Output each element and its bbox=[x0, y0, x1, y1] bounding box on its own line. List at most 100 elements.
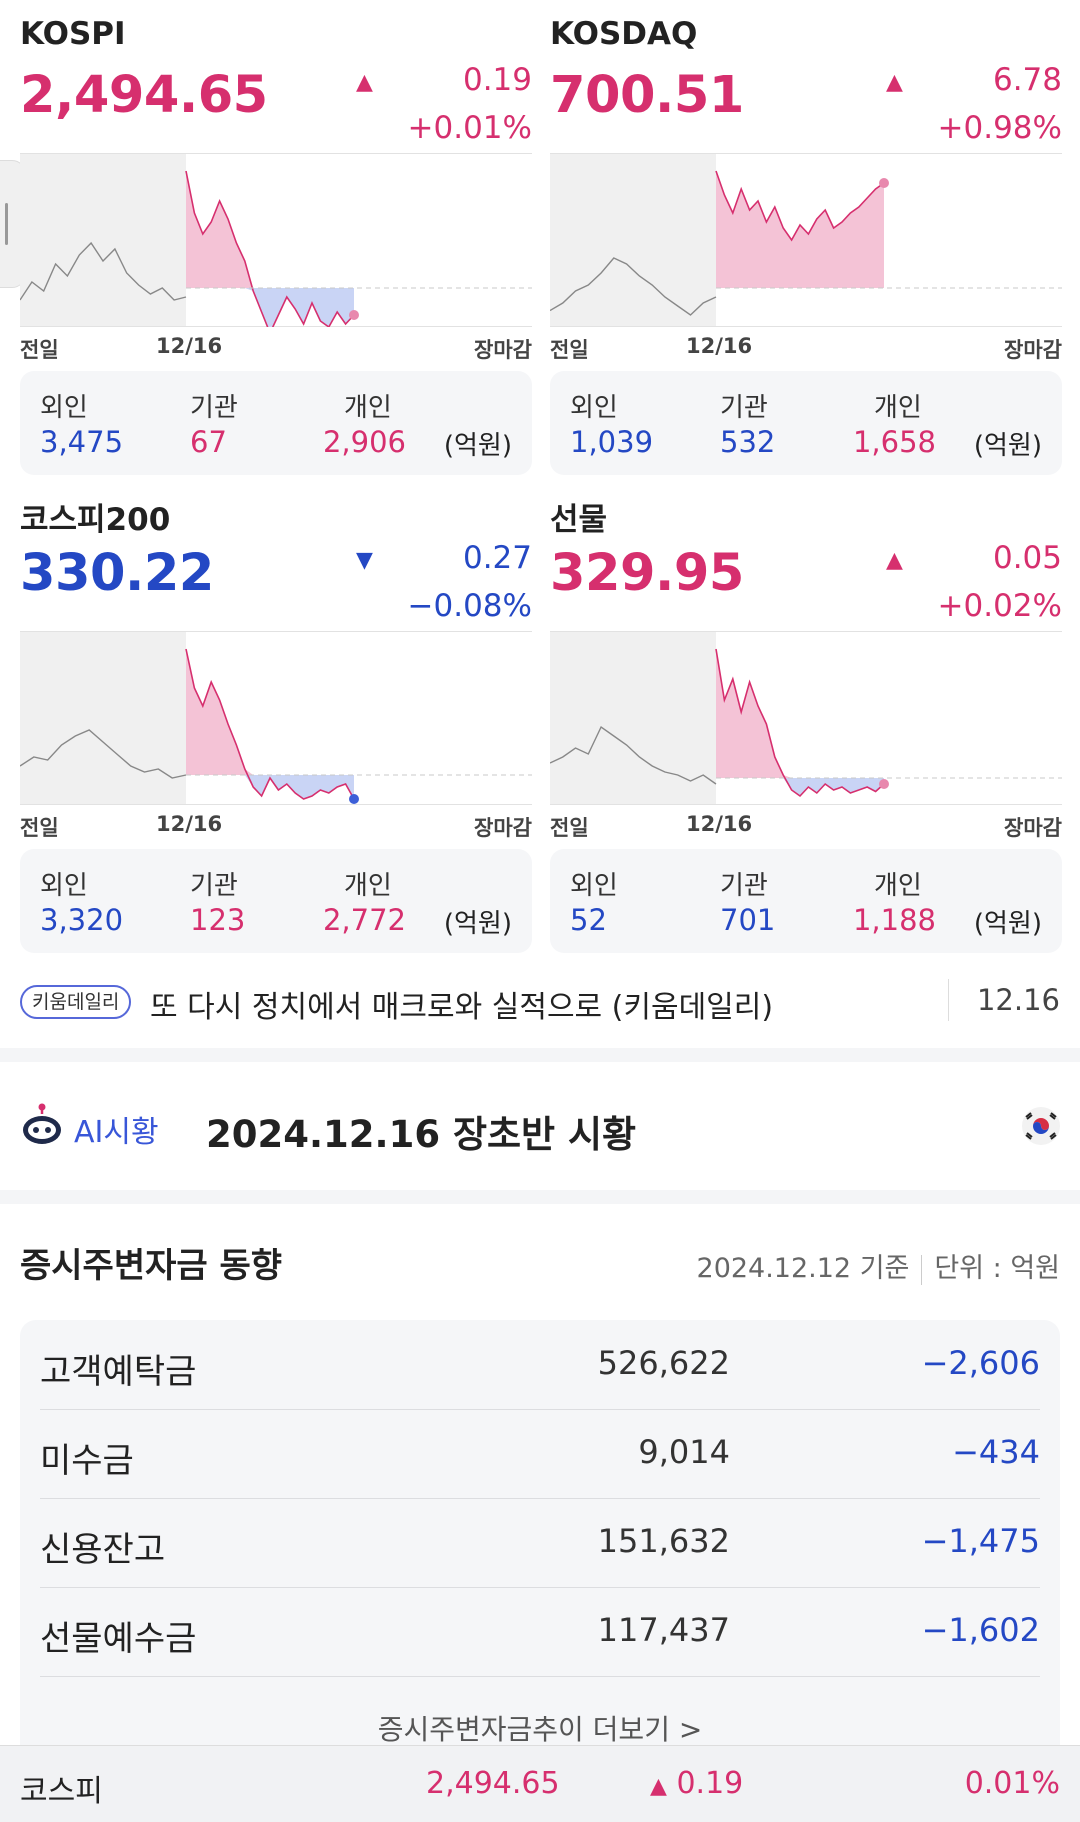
intraday-line bbox=[185, 648, 355, 800]
intraday-line bbox=[715, 648, 885, 798]
table-row: 신용잔고 151,632 −1,475 bbox=[40, 1498, 1040, 1588]
previous-day-line bbox=[20, 241, 187, 301]
unit-label: 단위 : 억원 bbox=[934, 1253, 1060, 1284]
up-arrow-icon: ▲ bbox=[886, 548, 903, 573]
institution-value: 123 bbox=[190, 903, 246, 937]
divider bbox=[948, 979, 949, 1021]
institution-value: 532 bbox=[720, 425, 776, 459]
foreign-label: 외인 bbox=[570, 393, 618, 423]
section-title: 증시주변자금 동향 bbox=[20, 1246, 283, 1286]
investor-flow-box: 외인 3,320 기관 123 개인 2,772 (억원) bbox=[20, 849, 532, 953]
news-headline[interactable]: 또 다시 정치에서 매크로와 실적으로 (키움데일리) bbox=[150, 990, 774, 1025]
previous-day-area bbox=[550, 631, 716, 805]
axis-label-close: 장마감 bbox=[1004, 816, 1062, 840]
institution-value: 701 bbox=[720, 903, 776, 937]
intraday-line bbox=[715, 170, 885, 242]
axis-label-date: 12/16 bbox=[686, 334, 753, 358]
unit-label: (억원) bbox=[973, 909, 1042, 939]
table-row: 미수금 9,014 −434 bbox=[40, 1409, 1040, 1499]
down-arrow-icon: ▼ bbox=[356, 548, 373, 573]
robot-icon bbox=[23, 1103, 61, 1144]
axis-label-prev: 전일 bbox=[550, 338, 589, 362]
foreign-label: 외인 bbox=[570, 871, 618, 901]
index-price: 2,494.65 bbox=[20, 66, 268, 125]
index-card-kosdaq[interactable]: KOSDAQ 700.51 ▲ 6.78 +0.98% 전일 12/16 장마감… bbox=[550, 0, 1062, 475]
loss-area bbox=[186, 775, 354, 799]
axis-label-prev: 전일 bbox=[20, 338, 59, 362]
index-card-kospi[interactable]: KOSPI 2,494.65 ▲ 0.19 +0.01% 전일 12/16 장마… bbox=[20, 0, 532, 475]
index-card-kospi200[interactable]: 코스피200 330.22 ▼ 0.27 −0.08% 전일 12/16 장마감… bbox=[20, 478, 532, 953]
gain-area bbox=[716, 649, 884, 778]
table-row: 선물예수금 117,437 −1,602 bbox=[40, 1587, 1040, 1677]
intraday-chart[interactable] bbox=[550, 153, 1062, 327]
unit-label: (억원) bbox=[443, 431, 512, 461]
index-change-percent: +0.01% bbox=[407, 110, 532, 146]
current-point bbox=[349, 310, 359, 320]
index-change-percent: −0.08% bbox=[407, 588, 532, 624]
previous-day-area bbox=[20, 153, 186, 327]
individual-value: 2,906 bbox=[322, 425, 406, 459]
axis-label-date: 12/16 bbox=[156, 812, 223, 836]
index-name: KOSPI bbox=[20, 16, 126, 52]
investor-flow-box: 외인 3,475 기관 67 개인 2,906 (억원) bbox=[20, 371, 532, 475]
investor-flow-box: 외인 1,039 기관 532 개인 1,658 (억원) bbox=[550, 371, 1062, 475]
ai-market-summary[interactable]: AI시황 2024.12.16 장초반 시황 bbox=[0, 1085, 1080, 1173]
individual-label: 개인 bbox=[874, 393, 922, 423]
foreign-label: 외인 bbox=[40, 393, 88, 423]
bottom-index-name: 코스피 bbox=[20, 1774, 103, 1809]
index-name: 코스피200 bbox=[20, 502, 171, 538]
individual-value: 2,772 bbox=[322, 903, 406, 937]
unit-label: (억원) bbox=[443, 909, 512, 939]
previous-day-line bbox=[550, 257, 717, 316]
index-change: 0.27 bbox=[462, 540, 532, 576]
index-change-percent: +0.98% bbox=[937, 110, 1062, 146]
funds-table: 고객예탁금 526,622 −2,606 미수금 9,014 −434 신용잔고… bbox=[20, 1320, 1060, 1760]
institution-value: 67 bbox=[190, 425, 227, 459]
as-of-date: 2024.12.12 기준 bbox=[696, 1253, 910, 1284]
institution-label: 기관 bbox=[190, 393, 238, 423]
axis-label-date: 12/16 bbox=[686, 812, 753, 836]
intraday-line bbox=[185, 170, 355, 327]
korea-flag-icon bbox=[1022, 1107, 1060, 1145]
previous-day-line bbox=[20, 729, 187, 779]
previous-day-line bbox=[550, 725, 717, 785]
index-grid: KOSPI 2,494.65 ▲ 0.19 +0.01% 전일 12/16 장마… bbox=[20, 0, 1062, 953]
bottom-index-bar[interactable]: 코스피 2,494.65 ▲ 0.19 0.01% bbox=[0, 1745, 1080, 1822]
index-price: 330.22 bbox=[20, 544, 214, 603]
investor-flow-box: 외인 52 기관 701 개인 1,188 (억원) bbox=[550, 849, 1062, 953]
index-change-percent: +0.02% bbox=[937, 588, 1062, 624]
axis-label-date: 12/16 bbox=[156, 334, 223, 358]
up-arrow-icon: ▲ bbox=[356, 70, 373, 95]
foreign-value: 3,475 bbox=[40, 425, 124, 459]
index-name: KOSDAQ bbox=[550, 16, 698, 52]
foreign-value: 52 bbox=[570, 903, 607, 937]
individual-label: 개인 bbox=[344, 393, 392, 423]
bottom-index-price: 2,494.65 bbox=[426, 1766, 560, 1801]
current-point bbox=[349, 794, 359, 804]
current-point bbox=[879, 178, 889, 188]
grip-icon bbox=[5, 203, 8, 245]
foreign-label: 외인 bbox=[40, 871, 88, 901]
intraday-chart[interactable] bbox=[20, 153, 532, 327]
index-card-futures[interactable]: 선물 329.95 ▲ 0.05 +0.02% 전일 12/16 장마감 외인 … bbox=[550, 478, 1062, 953]
axis-label-prev: 전일 bbox=[550, 816, 589, 840]
ai-label: AI시황 bbox=[74, 1115, 159, 1150]
intraday-chart[interactable] bbox=[550, 631, 1062, 805]
news-source-badge: 키움데일리 bbox=[20, 985, 132, 1019]
index-name: 선물 bbox=[550, 502, 608, 538]
current-point bbox=[879, 779, 889, 789]
intraday-chart[interactable] bbox=[20, 631, 532, 805]
axis-label-close: 장마감 bbox=[474, 338, 532, 362]
gain-area bbox=[716, 171, 884, 288]
index-change: 6.78 bbox=[992, 62, 1062, 98]
table-row: 고객예탁금 526,622 −2,606 bbox=[40, 1320, 1040, 1410]
up-arrow-icon: ▲ bbox=[886, 70, 903, 95]
news-ticker[interactable]: 키움데일리 또 다시 정치에서 매크로와 실적으로 (키움데일리) 12.16 bbox=[0, 975, 1080, 1027]
more-funds-link[interactable]: 증시주변자금추이 더보기 > bbox=[377, 1713, 703, 1746]
foreign-value: 3,320 bbox=[40, 903, 124, 937]
previous-day-area bbox=[20, 631, 186, 805]
institution-label: 기관 bbox=[190, 871, 238, 901]
ai-summary-title[interactable]: 2024.12.16 장초반 시황 bbox=[206, 1113, 637, 1156]
index-change: 0.19 bbox=[462, 62, 532, 98]
bottom-index-change: ▲ 0.19 bbox=[650, 1766, 744, 1801]
